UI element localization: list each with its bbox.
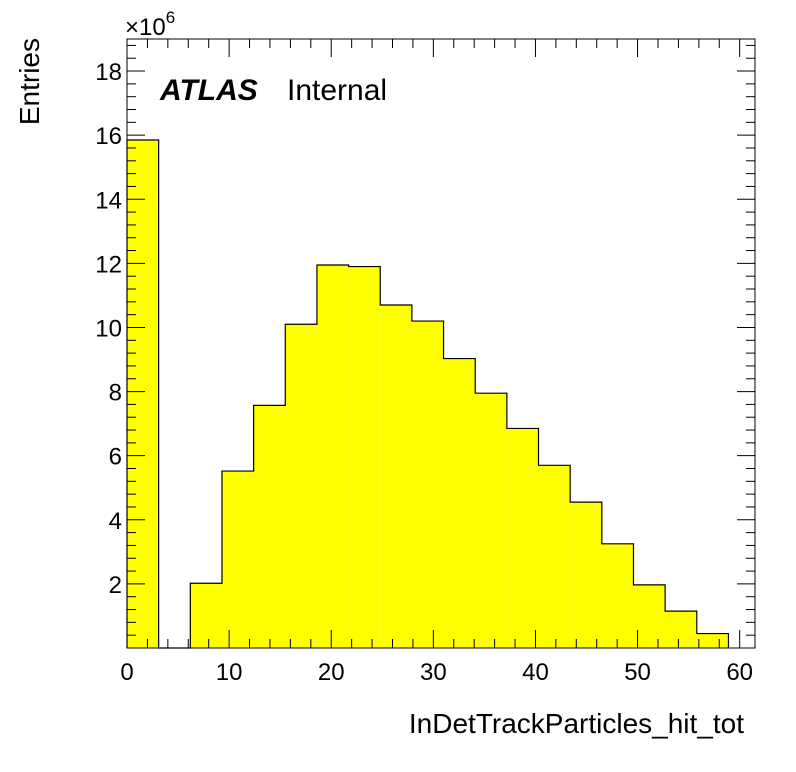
histogram-bar bbox=[443, 358, 476, 648]
histogram-bar bbox=[601, 543, 634, 648]
x-axis-title: InDetTrackParticles_hit_tot bbox=[409, 708, 744, 739]
y-multiplier: ×106 bbox=[125, 8, 175, 41]
x-tick-label: 0 bbox=[120, 659, 133, 686]
y-tick-label: 8 bbox=[109, 380, 122, 407]
y-tick-label: 14 bbox=[95, 187, 122, 214]
x-tick-label: 20 bbox=[318, 659, 345, 686]
histogram-bar bbox=[348, 266, 381, 648]
histogram-bar bbox=[538, 465, 571, 648]
histogram-bar bbox=[665, 611, 697, 648]
histogram-bar bbox=[380, 305, 412, 648]
y-axis-title: Entries bbox=[14, 38, 45, 125]
y-tick-label: 4 bbox=[109, 508, 122, 535]
histogram-bar bbox=[570, 502, 602, 648]
histogram-bar bbox=[253, 405, 286, 648]
x-tick-label: 60 bbox=[726, 659, 753, 686]
histogram-outline bbox=[126, 139, 730, 649]
y-tick-label: 10 bbox=[95, 315, 122, 342]
y-tick-label: 12 bbox=[95, 251, 122, 278]
histogram-bar bbox=[475, 393, 507, 648]
histogram-bar bbox=[190, 583, 222, 648]
plot-frame bbox=[126, 38, 756, 649]
internal-label: Internal bbox=[287, 74, 387, 107]
histogram-bars bbox=[127, 139, 729, 648]
tick-labels: 0 10 20 30 40 50 60 2 4 6 8 10 12 14 16 18 bbox=[95, 59, 753, 686]
histogram-bar bbox=[285, 324, 317, 648]
histogram-step-line bbox=[126, 139, 730, 649]
histogram-bar bbox=[696, 633, 729, 648]
y-tick-label: 16 bbox=[95, 123, 122, 150]
histogram-bar bbox=[506, 428, 539, 648]
x-tick-label: 50 bbox=[624, 659, 651, 686]
histogram-bar bbox=[127, 139, 159, 648]
x-tick-label: 30 bbox=[420, 659, 447, 686]
x-tick-label: 40 bbox=[522, 659, 549, 686]
atlas-label: ATLAS bbox=[159, 74, 258, 107]
y-tick-label: 2 bbox=[109, 572, 122, 599]
histogram-bar bbox=[411, 321, 444, 648]
histogram-bar bbox=[633, 584, 666, 648]
x-tick-label: 10 bbox=[216, 659, 243, 686]
y-tick-label: 18 bbox=[95, 59, 122, 86]
histogram-bar bbox=[316, 264, 349, 648]
y-tick-label: 6 bbox=[109, 444, 122, 471]
histogram-bar bbox=[221, 471, 254, 648]
